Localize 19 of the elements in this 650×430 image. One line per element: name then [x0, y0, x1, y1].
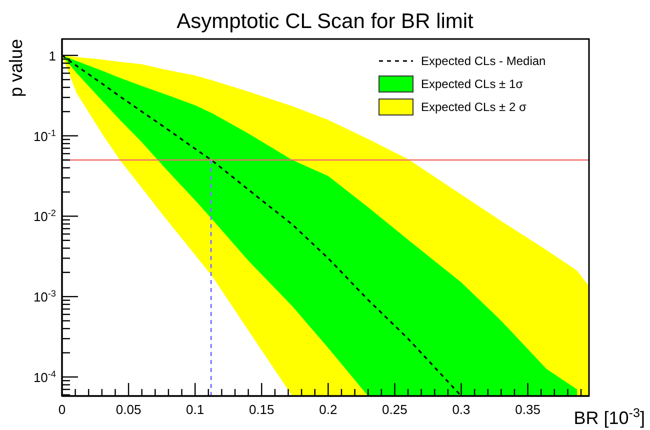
y-axis-title: p value [6, 39, 26, 98]
legend-label: Expected CLs ± 1σ [421, 77, 524, 91]
x-tick-label: 0.15 [248, 402, 274, 417]
y-tick-label: 10$^{-1}$ [33, 128, 56, 144]
x-tick-label: 0.1 [186, 402, 204, 417]
legend-label: Expected CLs - Median [421, 54, 546, 68]
x-tick-label: 0.2 [319, 402, 338, 417]
x-tick-label: 0.05 [116, 402, 142, 417]
y-tick-label: 10$^{-2}$ [33, 208, 56, 224]
x-tick-label: 0.3 [452, 402, 470, 417]
chart-title: Asymptotic CL Scan for BR limit [176, 10, 474, 33]
legend-label: Expected CLs ± 2 σ [421, 100, 527, 114]
y-tick-label: 10$^{-3}$ [33, 288, 56, 305]
x-tick-label: 0 [58, 402, 66, 417]
x-tick-label: 0.25 [382, 402, 408, 417]
x-axis-title: BR [10$^{-3}$] [574, 406, 645, 428]
x-tick-label: 0.35 [515, 402, 540, 417]
y-tick-label: 10$^{-4}$ [33, 368, 56, 385]
y-tick-label: 1 [48, 48, 56, 64]
